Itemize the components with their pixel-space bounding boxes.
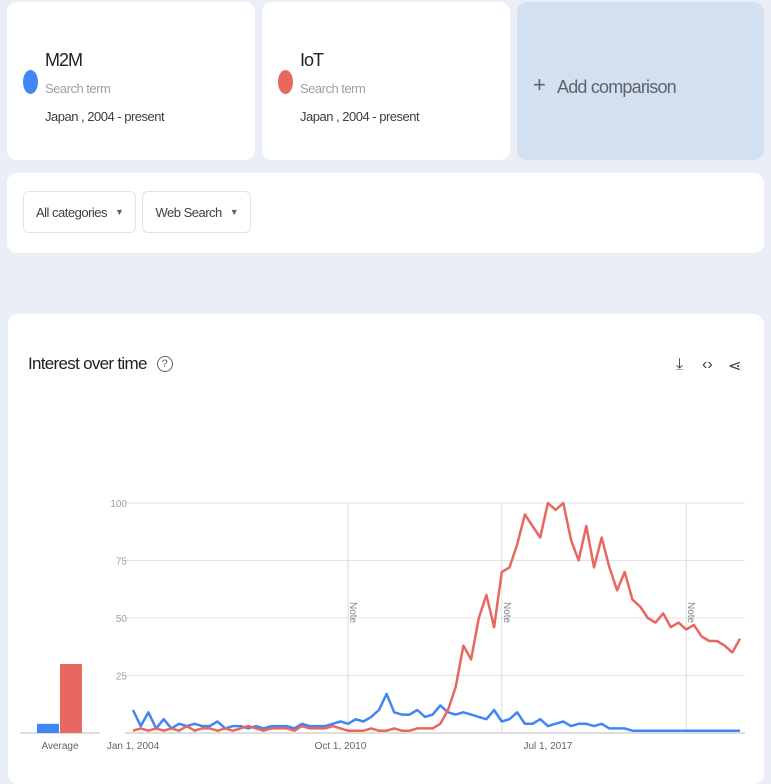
y-tick-label: 75	[116, 557, 128, 568]
category-value: All categories	[36, 204, 108, 220]
average-bar-m2m	[37, 723, 59, 733]
y-tick-label: 25	[116, 672, 128, 683]
x-tick-label: Jan 1, 2004	[107, 741, 160, 752]
caret-down-icon: ▼	[229, 207, 239, 217]
download-icon[interactable]: ⤓	[676, 356, 684, 373]
note-label: Note	[501, 602, 512, 624]
y-tick-label: 50	[116, 614, 128, 625]
term-name: IoT	[300, 50, 324, 70]
add-comparison-button[interactable]: + Add comparison	[517, 2, 764, 160]
term-card-m2m[interactable]: M2M Search term Japan , 2004 - present	[7, 2, 255, 160]
term-scope[interactable]: Japan , 2004 - present	[45, 109, 165, 124]
embed-icon[interactable]: ‹›	[702, 356, 713, 373]
series-line-m2m	[131, 692, 740, 732]
iot-color-dot	[278, 70, 293, 94]
m2m-color-dot	[23, 70, 38, 94]
term-scope[interactable]: Japan , 2004 - present	[300, 109, 420, 124]
y-tick-label: 100	[110, 499, 127, 510]
interest-over-time-panel: Interest over time ? ⤓ ‹› ⋖	[8, 314, 764, 784]
category-dropdown[interactable]: All categories ▼	[23, 191, 137, 233]
note-label: Note	[685, 602, 696, 624]
help-icon[interactable]: ?	[156, 356, 173, 372]
term-type: Search term	[300, 81, 366, 96]
series-line-iot	[132, 501, 742, 732]
average-bar-iot	[60, 664, 82, 733]
search-type-dropdown[interactable]: Web Search ▼	[142, 191, 252, 233]
share-icon[interactable]: ⋖	[728, 358, 742, 375]
filter-bar: All categories ▼ Web Search ▼	[7, 173, 764, 253]
add-comparison-label: Add comparison	[557, 77, 677, 97]
search-type-value: Web Search	[155, 204, 222, 220]
panel-title: Interest over time	[28, 354, 147, 373]
term-card-iot[interactable]: IoT Search term Japan , 2004 - present	[262, 2, 510, 160]
average-chart: Average	[20, 664, 100, 752]
x-tick-label: Oct 1, 2010	[315, 741, 367, 752]
caret-down-icon: ▼	[115, 207, 124, 217]
term-name: M2M	[45, 50, 83, 70]
note-label: Note	[347, 602, 358, 624]
line-chart: 100 75 50 25 Note Note Note Jan 1, 2004 Oct 1, 2…	[107, 499, 745, 752]
average-label: Average	[41, 741, 79, 752]
plus-icon: +	[533, 72, 546, 97]
x-tick-label: Jul 1, 2017	[523, 741, 572, 752]
term-type: Search term	[45, 81, 111, 96]
